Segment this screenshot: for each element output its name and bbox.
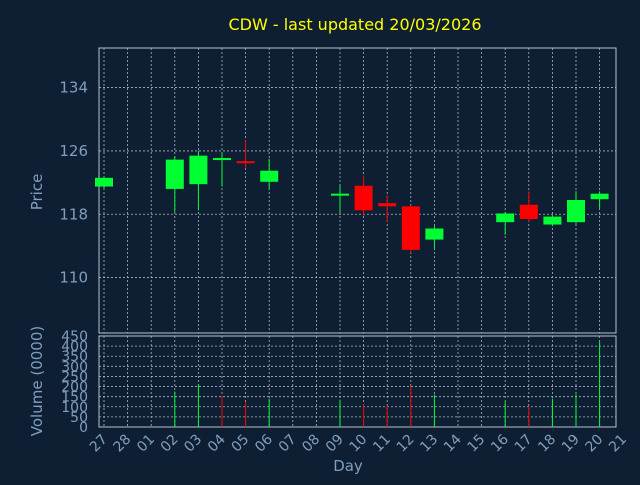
price-tick-label: 118: [59, 205, 88, 223]
candle-body: [165, 159, 184, 189]
x-axis-label: Day: [333, 457, 363, 475]
x-tick-label: 05: [229, 432, 253, 456]
candle-body: [236, 161, 255, 164]
candle-body: [213, 158, 231, 161]
volume-tick-label: 200: [61, 380, 88, 396]
price-tick-label: 110: [59, 269, 88, 287]
volume-tick-label: 300: [61, 359, 88, 375]
x-tick-label: 18: [535, 432, 559, 456]
volume-tick-label: 450: [61, 329, 88, 345]
volume-plot-border: [98, 335, 617, 428]
candle-body: [189, 155, 208, 185]
x-tick-label: 17: [512, 432, 536, 456]
volume-tick-label: 350: [61, 349, 88, 365]
candle-body: [425, 228, 444, 240]
candle-body: [590, 193, 609, 200]
x-tick-label: 12: [394, 432, 418, 456]
volume-axis-label: Volume (0000): [28, 326, 46, 436]
chart-title: CDW - last updated 20/03/2026: [228, 15, 481, 34]
candle-body: [519, 204, 538, 219]
volume-tick-label: 0: [79, 420, 88, 436]
candle-body: [496, 213, 515, 223]
candle-body: [260, 170, 279, 182]
x-tick-label: 10: [347, 432, 371, 456]
candle-body: [378, 203, 397, 207]
x-tick-label: 13: [417, 432, 441, 456]
x-tick-label: 14: [441, 431, 465, 455]
x-tick-label: 07: [276, 432, 300, 456]
candle-body: [354, 185, 373, 211]
price-tick-label: 134: [59, 79, 88, 97]
price-panel: 110 118 126 134: [59, 47, 617, 334]
x-tick-label: 08: [299, 432, 323, 456]
x-tick-label: 03: [181, 432, 205, 456]
x-tick-label: 01: [134, 432, 158, 456]
x-tick-label: 28: [111, 432, 135, 456]
candle-body: [543, 216, 562, 225]
volume-tick-label: 250: [61, 369, 88, 385]
candle-body: [401, 206, 420, 250]
price-tick-label: 126: [59, 142, 88, 160]
x-tick-label: 04: [205, 431, 229, 455]
x-tick-label: 19: [559, 432, 583, 456]
x-tick-label: 06: [252, 431, 276, 455]
x-tick-label: 16: [488, 431, 512, 455]
x-tick-label: 09: [323, 432, 347, 456]
price-plot-border: [98, 47, 617, 334]
x-tick-label: 02: [158, 432, 182, 456]
volume-tick-label: 50: [70, 410, 88, 426]
x-tick-label: 11: [370, 432, 394, 456]
x-tick-label: 20: [583, 432, 607, 456]
x-tick-label: 21: [606, 432, 630, 456]
candle-body: [331, 193, 349, 196]
candle-body: [95, 177, 113, 187]
volume-tick-label: 150: [61, 390, 88, 406]
x-tick-labels: 27 28 01 02 03 04 05 06 07 08 09 10 11 12 13 14 15 16 17 18…: [87, 431, 630, 455]
volume-tick-label: 100: [61, 400, 88, 416]
x-tick-label: 15: [465, 432, 489, 456]
price-axis-label: Price: [28, 174, 46, 211]
x-tick-label: 27: [87, 432, 111, 456]
volume-tick-label: 400: [61, 339, 88, 355]
candle-body: [567, 200, 585, 223]
